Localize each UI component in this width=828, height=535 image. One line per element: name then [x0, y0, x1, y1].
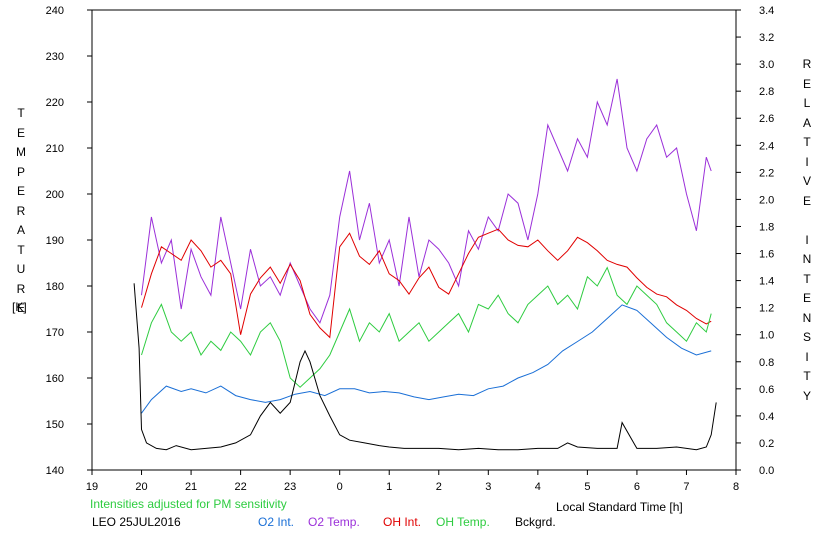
series-line-bckgrd	[133, 283, 717, 451]
y-left-tick-label: 230	[46, 51, 64, 63]
legend-o2-temp: O2 Temp.	[308, 515, 360, 529]
legend-oh-int: OH Int.	[383, 515, 422, 529]
y-right-tick-label: 0.2	[759, 438, 774, 450]
legend-oh-temp: OH Temp.	[436, 515, 490, 529]
y-right-tick-label: 3.2	[759, 32, 774, 44]
y-right-tick-label: 3.4	[759, 5, 774, 17]
y-right-tick-label: 3.0	[759, 59, 774, 71]
x-tick-label: 19	[86, 481, 98, 493]
series-line-o2-temp	[141, 78, 712, 324]
y-left-tick-label: 180	[46, 281, 64, 293]
y-right-tick-label: 1.4	[759, 276, 774, 288]
y-left-tick-label: 240	[46, 5, 64, 17]
legend-bckgrd: Bckgrd.	[515, 515, 556, 529]
x-tick-label: 20	[135, 481, 147, 493]
x-tick-label: 0	[337, 481, 343, 493]
x-tick-label: 23	[284, 481, 296, 493]
x-tick-label: 7	[683, 481, 689, 493]
station-date: LEO 25JUL2016	[92, 515, 181, 529]
y-left-tick-label: 170	[46, 327, 64, 339]
x-tick-label: 4	[535, 481, 541, 493]
x-tick-label: 2	[436, 481, 442, 493]
x-tick-label: 1	[386, 481, 392, 493]
y-right-tick-label: 2.0	[759, 194, 774, 206]
y-right-tick-label: 2.4	[759, 140, 774, 152]
y-left-tick-label: 190	[46, 235, 64, 247]
y-right-tick-label: 2.2	[759, 167, 774, 179]
x-axis: 19 20 21 22 23 0 1 2 3 4 5 6 7 8	[86, 470, 739, 493]
y-right-tick-label: 1.0	[759, 330, 774, 342]
x-tick-label: 22	[234, 481, 246, 493]
series-group	[133, 78, 717, 451]
plot-frame	[91, 9, 737, 471]
y-left-tick-label: 200	[46, 189, 64, 201]
x-tick-label: 3	[485, 481, 491, 493]
y-left-tick-label: 220	[46, 97, 64, 109]
series-line-oh-int	[141, 228, 712, 339]
y-left-tick-label: 160	[46, 373, 64, 385]
series-line-oh-temp	[141, 266, 712, 388]
y-right-tick-label: 0.0	[759, 465, 774, 477]
y-left-tick-label: 210	[46, 143, 64, 155]
y-left-tick-label: 140	[46, 465, 64, 477]
y-axis-left: 140 150 160 170 180 190 200 210 220 230 240	[46, 5, 92, 477]
y-right-tick-label: 2.8	[759, 86, 774, 98]
y-axis-left-unit: [K]	[12, 300, 27, 314]
y-right-tick-label: 1.8	[759, 221, 774, 233]
legend-o2-int: O2 Int.	[258, 515, 295, 529]
y-right-tick-label: 0.6	[759, 384, 774, 396]
sensitivity-note: Intensities adjusted for PM sensitivity	[90, 497, 287, 511]
x-tick-label: 21	[185, 481, 197, 493]
y-right-tick-label: 0.8	[759, 357, 774, 369]
y-axis-right: 0.0 0.2 0.4 0.6 0.8 1.0 1.2 1.4 1.6 1.8 2.0 2.2 2.4 2…	[736, 5, 774, 477]
y-right-tick-label: 1.6	[759, 249, 774, 261]
x-axis-label: Local Standard Time [h]	[556, 500, 683, 514]
x-tick-label: 8	[733, 481, 739, 493]
y-left-tick-label: 150	[46, 419, 64, 431]
y-right-tick-label: 0.4	[759, 411, 774, 423]
y-right-tick-label: 1.2	[759, 303, 774, 315]
x-tick-label: 6	[634, 481, 640, 493]
series-line-o2-int	[141, 304, 712, 414]
x-tick-label: 5	[584, 481, 590, 493]
y-right-tick-label: 2.6	[759, 113, 774, 125]
